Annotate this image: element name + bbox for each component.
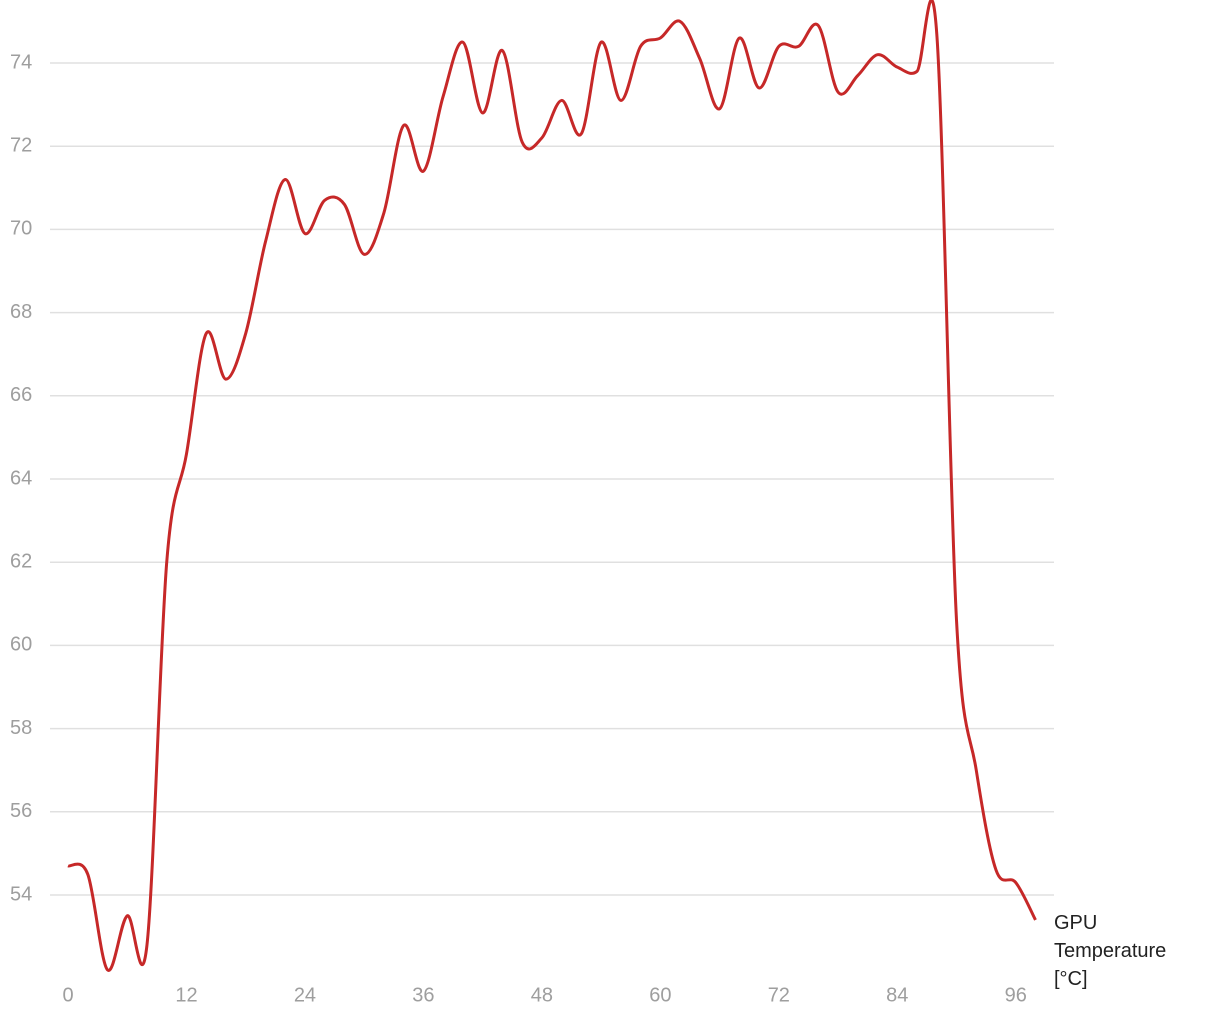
x-tick-label: 36 [412,984,434,1006]
x-tick-label: 60 [649,984,671,1006]
x-tick-label: 72 [768,984,790,1006]
y-tick-label: 60 [10,634,32,656]
x-tick-label: 12 [175,984,197,1006]
y-tick-label: 54 [10,883,32,905]
series-line [67,0,1037,972]
y-tick-label: 72 [10,134,32,156]
y-tick-label: 64 [10,467,32,489]
x-tick-label: 84 [886,984,908,1006]
x-tick-label: 24 [294,984,316,1006]
x-tick-label: 48 [531,984,553,1006]
x-tick-label: 0 [62,984,73,1006]
x-tick-label: 96 [1005,984,1027,1006]
y-tick-label: 58 [10,717,32,739]
y-tick-label: 70 [10,218,32,240]
y-tick-label: 62 [10,550,32,572]
y-tick-label: 68 [10,301,32,323]
y-tick-label: 56 [10,800,32,822]
series-label: GPU Temperature [°C] [1054,912,1167,990]
y-tick-label: 66 [10,384,32,406]
y-tick-label: 74 [10,51,32,73]
